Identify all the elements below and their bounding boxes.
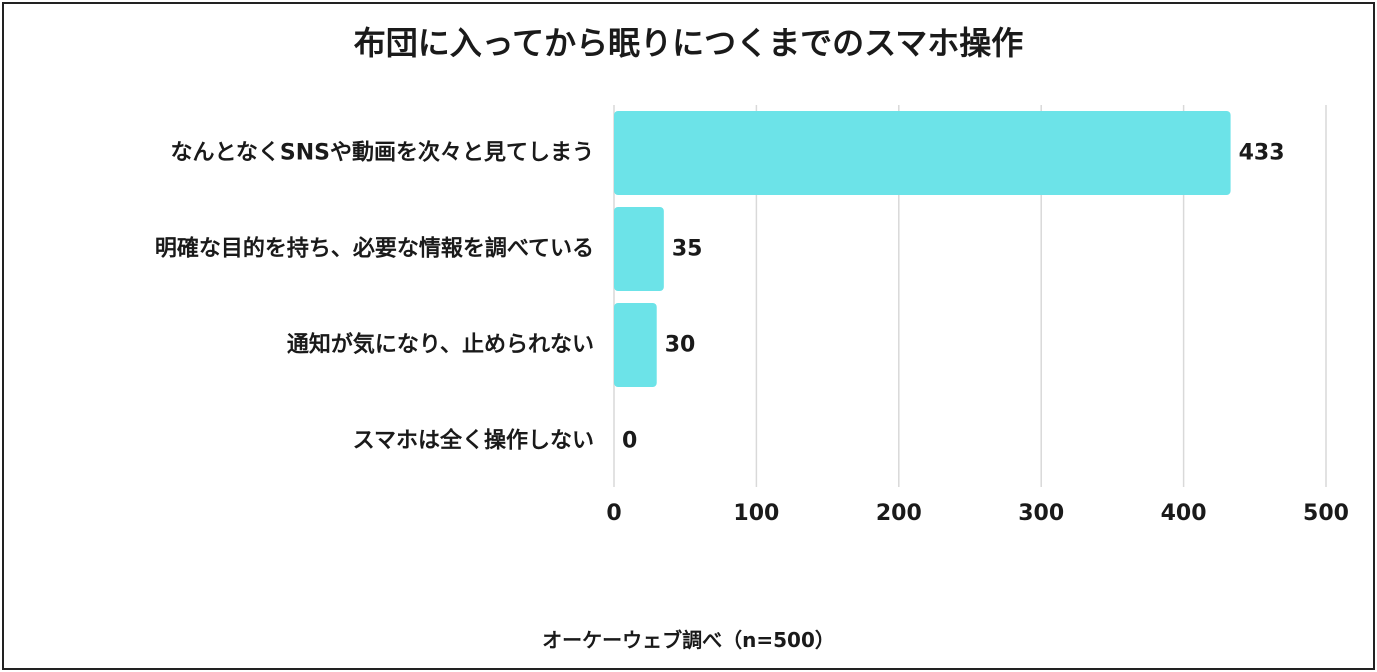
source-note: オーケーウェブ調べ（n=500） [542, 628, 835, 652]
x-tick-label: 100 [733, 501, 779, 526]
x-axis-ticks: 0 100 200 300 400 500 [606, 501, 1349, 526]
bar [614, 111, 1231, 195]
value-labels: 433 35 30 0 [622, 141, 1285, 454]
category-labels: なんとなくSNSや動画を次々と見てしまう明確な目的を持ち、必要な情報を調べている… [155, 140, 594, 454]
category-label: なんとなくSNSや動画を次々と見てしまう [171, 140, 594, 166]
value-label: 30 [665, 333, 696, 358]
category-label: 通知が気になり、止められない [287, 332, 594, 358]
x-tick-label: 300 [1018, 501, 1064, 526]
x-tick-label: 400 [1161, 501, 1207, 526]
value-label: 433 [1239, 141, 1285, 166]
x-tick-label: 500 [1303, 501, 1349, 526]
category-label: スマホは全く操作しない [353, 428, 594, 454]
bar [614, 207, 664, 291]
value-label: 0 [622, 429, 637, 454]
bars [614, 111, 1231, 387]
x-tick-label: 200 [876, 501, 922, 526]
category-label: 明確な目的を持ち、必要な情報を調べている [155, 236, 594, 262]
chart-title: 布団に入ってから眠りにつくまでのスマホ操作 [353, 24, 1024, 62]
x-tick-label: 0 [606, 501, 621, 526]
value-label: 35 [672, 237, 703, 262]
bar [614, 303, 657, 387]
